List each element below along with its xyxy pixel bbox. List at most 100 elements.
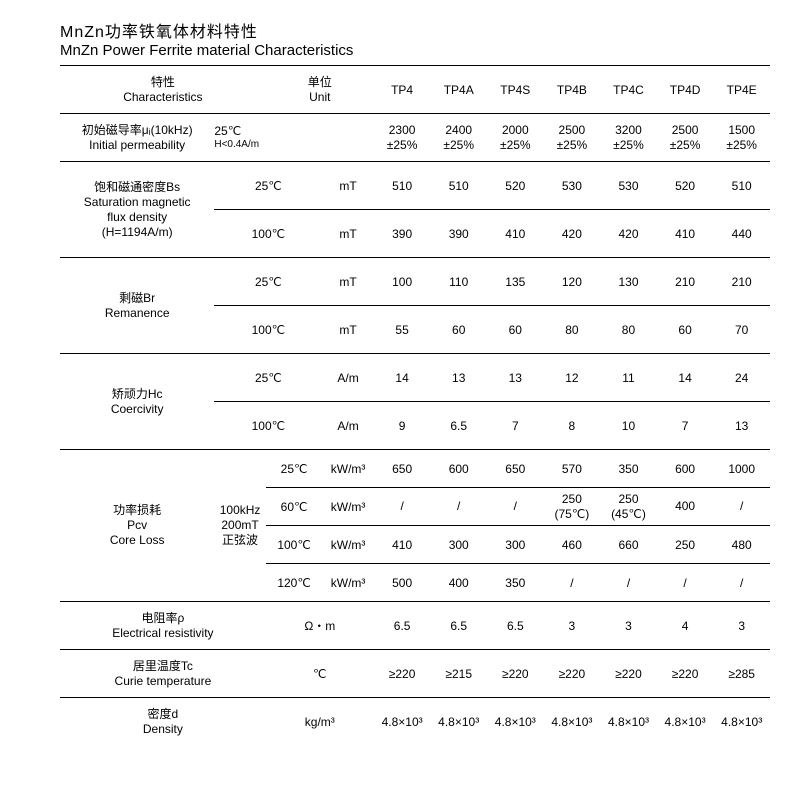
- pcv25-3: 570: [544, 450, 601, 488]
- pcv120-5: /: [657, 564, 714, 602]
- pcv100-5: 250: [657, 526, 714, 564]
- pcv120-4: /: [600, 564, 657, 602]
- perm-6: 1500±25%: [713, 114, 770, 162]
- bs100-2: 410: [487, 210, 544, 258]
- bs-u25: mT: [322, 162, 373, 210]
- pcv100-6: 480: [713, 526, 770, 564]
- hc100-2: 7: [487, 402, 544, 450]
- pcv100-2: 300: [487, 526, 544, 564]
- tc-1: ≥215: [430, 650, 487, 698]
- pcv-u25: kW/m³: [322, 450, 373, 488]
- perm-5: 2500±25%: [657, 114, 714, 162]
- d-unit: kg/m³: [266, 698, 374, 746]
- hdr-c2: TP4S: [487, 66, 544, 114]
- pcv120-1: 400: [430, 564, 487, 602]
- br25-2: 135: [487, 258, 544, 306]
- hc25-6: 24: [713, 354, 770, 402]
- pcv-cond: 100kHz200mT正弦波: [214, 450, 265, 602]
- tc-unit: ℃: [266, 650, 374, 698]
- hc-u25: A/m: [322, 354, 373, 402]
- hdr-c5: TP4D: [657, 66, 714, 114]
- pcv60-6: /: [713, 488, 770, 526]
- pcv120-6: /: [713, 564, 770, 602]
- rho-0: 6.5: [374, 602, 431, 650]
- tc-2: ≥220: [487, 650, 544, 698]
- pcv60-3: 250(75℃): [544, 488, 601, 526]
- hdr-c1: TP4A: [430, 66, 487, 114]
- d-3: 4.8×10³: [544, 698, 601, 746]
- bs100-4: 420: [600, 210, 657, 258]
- hc-t25: 25℃: [214, 354, 322, 402]
- pcv-t25: 25℃: [266, 450, 323, 488]
- bs25-4: 530: [600, 162, 657, 210]
- d-5: 4.8×10³: [657, 698, 714, 746]
- hdr-c6: TP4E: [713, 66, 770, 114]
- hc-t100: 100℃: [214, 402, 322, 450]
- br100-2: 60: [487, 306, 544, 354]
- hc100-4: 10: [600, 402, 657, 450]
- br100-3: 80: [544, 306, 601, 354]
- pcv120-2: 350: [487, 564, 544, 602]
- d-label: 密度dDensity: [60, 698, 266, 746]
- hdr-c0: TP4: [374, 66, 431, 114]
- bs25-6: 510: [713, 162, 770, 210]
- pcv60-1: /: [430, 488, 487, 526]
- bs100-3: 420: [544, 210, 601, 258]
- pcv-u100: kW/m³: [322, 526, 373, 564]
- pcv100-1: 300: [430, 526, 487, 564]
- bs-t25: 25℃: [214, 162, 322, 210]
- rho-1: 6.5: [430, 602, 487, 650]
- bs25-0: 510: [374, 162, 431, 210]
- d-4: 4.8×10³: [600, 698, 657, 746]
- pcv60-2: /: [487, 488, 544, 526]
- br-t100: 100℃: [214, 306, 322, 354]
- bs100-1: 390: [430, 210, 487, 258]
- br100-0: 55: [374, 306, 431, 354]
- hc25-0: 14: [374, 354, 431, 402]
- bs100-5: 410: [657, 210, 714, 258]
- pcv60-5: 400: [657, 488, 714, 526]
- pcv60-0: /: [374, 488, 431, 526]
- bs-t100: 100℃: [214, 210, 322, 258]
- rho-2: 6.5: [487, 602, 544, 650]
- br-u25: mT: [322, 258, 373, 306]
- pcv120-0: 500: [374, 564, 431, 602]
- pcv25-0: 650: [374, 450, 431, 488]
- hc100-1: 6.5: [430, 402, 487, 450]
- tc-6: ≥285: [713, 650, 770, 698]
- pcv100-3: 460: [544, 526, 601, 564]
- tc-4: ≥220: [600, 650, 657, 698]
- rho-3: 3: [544, 602, 601, 650]
- br25-0: 100: [374, 258, 431, 306]
- hc100-0: 9: [374, 402, 431, 450]
- d-1: 4.8×10³: [430, 698, 487, 746]
- hc25-4: 11: [600, 354, 657, 402]
- br25-6: 210: [713, 258, 770, 306]
- pcv25-2: 650: [487, 450, 544, 488]
- d-6: 4.8×10³: [713, 698, 770, 746]
- br25-4: 130: [600, 258, 657, 306]
- pcv100-0: 410: [374, 526, 431, 564]
- title-en: MnZn Power Ferrite material Characterist…: [60, 42, 770, 59]
- br-label: 剩磁BrRemanence: [60, 258, 214, 354]
- perm-0: 2300±25%: [374, 114, 431, 162]
- pcv-u120: kW/m³: [322, 564, 373, 602]
- pcv-label: 功率损耗PcvCore Loss: [60, 450, 214, 602]
- tc-label: 居里温度TcCurie temperature: [60, 650, 266, 698]
- pcv-t100: 100℃: [266, 526, 323, 564]
- hc100-6: 13: [713, 402, 770, 450]
- tc-3: ≥220: [544, 650, 601, 698]
- pcv100-4: 660: [600, 526, 657, 564]
- hc-u100: A/m: [322, 402, 373, 450]
- tc-0: ≥220: [374, 650, 431, 698]
- br100-4: 80: [600, 306, 657, 354]
- br-t25: 25℃: [214, 258, 322, 306]
- pcv120-3: /: [544, 564, 601, 602]
- bs100-6: 440: [713, 210, 770, 258]
- perm-1: 2400±25%: [430, 114, 487, 162]
- spec-table: 特性Characteristics 单位Unit TP4 TP4A TP4S T…: [60, 65, 770, 746]
- bs-u100: mT: [322, 210, 373, 258]
- hc25-5: 14: [657, 354, 714, 402]
- rho-label: 电阻率ρElectrical resistivity: [60, 602, 266, 650]
- perm-cond: 25℃H<0.4A/m: [214, 114, 373, 162]
